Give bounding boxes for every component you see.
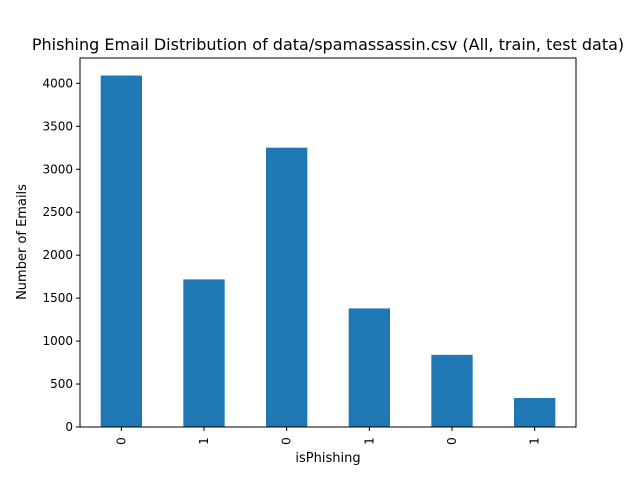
bars-group: [100, 75, 556, 427]
y-tick-label-3: 1500: [42, 291, 73, 305]
y-tick-label-6: 3000: [42, 162, 73, 176]
bar-1: [183, 279, 225, 427]
bar-2: [266, 147, 308, 427]
plot-frame: [79, 57, 577, 428]
y-tick-label-1: 500: [50, 377, 73, 391]
y-tick-label-4: 2000: [42, 248, 73, 262]
x-axis-label: isPhishing: [295, 451, 360, 466]
bar-3: [348, 308, 390, 427]
bar-5: [514, 397, 556, 427]
y-tick-label-2: 1000: [42, 334, 73, 348]
chart-title: Phishing Email Distribution of data/spam…: [32, 35, 624, 54]
x-tick-label-2: 0: [280, 437, 294, 445]
y-tick-label-5: 2500: [42, 205, 73, 219]
bar-4: [431, 354, 473, 427]
y-tick-label-7: 3500: [42, 119, 73, 133]
bar-0: [100, 75, 142, 427]
y-tick-label-8: 4000: [42, 76, 73, 90]
x-axis-ticks: 0 1 0 1 0 1: [114, 427, 542, 445]
x-tick-label-4: 0: [445, 437, 459, 445]
x-tick-label-1: 1: [197, 437, 211, 445]
x-tick-label-3: 1: [362, 437, 376, 445]
y-axis-label: Number of Emails: [15, 184, 30, 300]
y-tick-label-0: 0: [65, 420, 73, 434]
y-axis-ticks: 0 500 1000 1500 2000 2500 3000 3500 4000: [42, 76, 80, 434]
x-tick-label-5: 1: [528, 437, 542, 445]
x-tick-label-0: 0: [114, 437, 128, 445]
